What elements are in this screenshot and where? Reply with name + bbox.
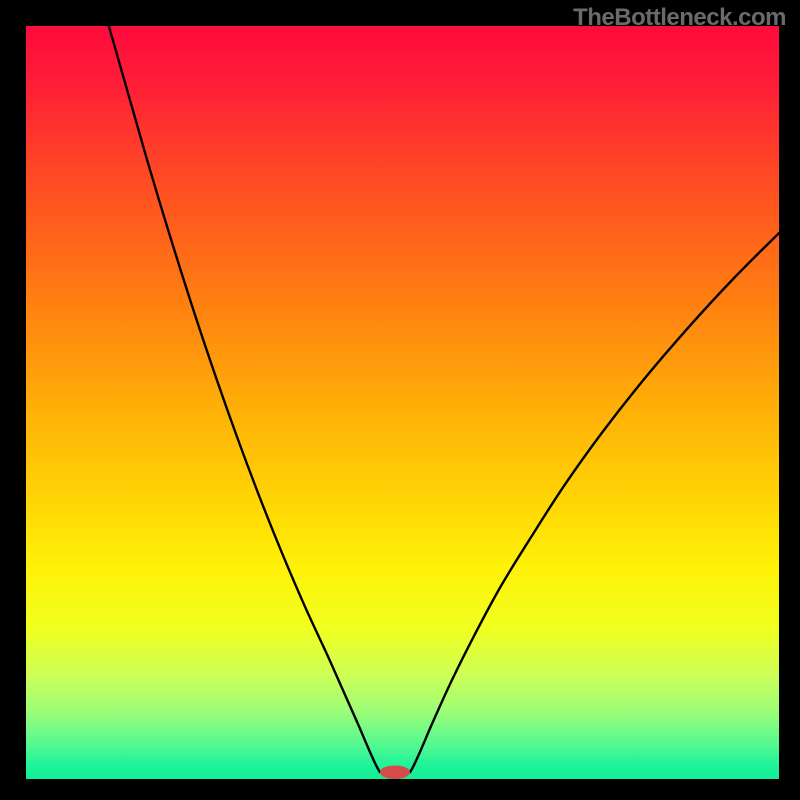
chart-frame: TheBottleneck.com (0, 0, 800, 800)
bottleneck-curve-chart (26, 26, 779, 779)
optimal-point-marker (380, 765, 410, 779)
plot-area (26, 26, 779, 779)
watermark-text: TheBottleneck.com (573, 4, 786, 32)
gradient-background (26, 26, 779, 779)
